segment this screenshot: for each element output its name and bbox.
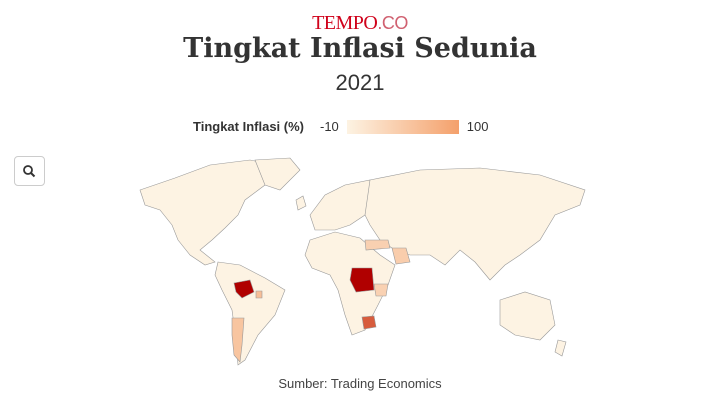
land (295, 195, 307, 211)
brand-suffix: .CO (377, 13, 408, 33)
land (139, 159, 276, 266)
chart-title: Tingkat Inflasi Sedunia (183, 33, 537, 64)
search-icon (23, 165, 36, 178)
legend-min: -10 (320, 119, 339, 134)
source: Sumber: Trading Economics (278, 376, 442, 391)
region (364, 239, 391, 251)
brand-name: TEMPO (312, 12, 378, 34)
land (499, 291, 556, 341)
region (233, 279, 255, 299)
search-button[interactable] (14, 156, 45, 186)
legend: Tingkat Inflasi (%) -10 100 (193, 119, 489, 134)
region (255, 290, 263, 299)
region (231, 317, 245, 363)
legend-title: Tingkat Inflasi (%) (193, 119, 304, 134)
legend-gradient (346, 119, 459, 134)
region (349, 267, 375, 293)
land (214, 261, 286, 366)
land (254, 157, 301, 191)
region (361, 315, 377, 330)
brand: TEMPO.CO (0, 12, 720, 35)
legend-max: 100 (466, 119, 489, 134)
chart-subtitle: 2021 (335, 70, 385, 95)
region (391, 247, 411, 265)
region (373, 283, 389, 297)
land (554, 339, 567, 357)
land (309, 179, 376, 231)
